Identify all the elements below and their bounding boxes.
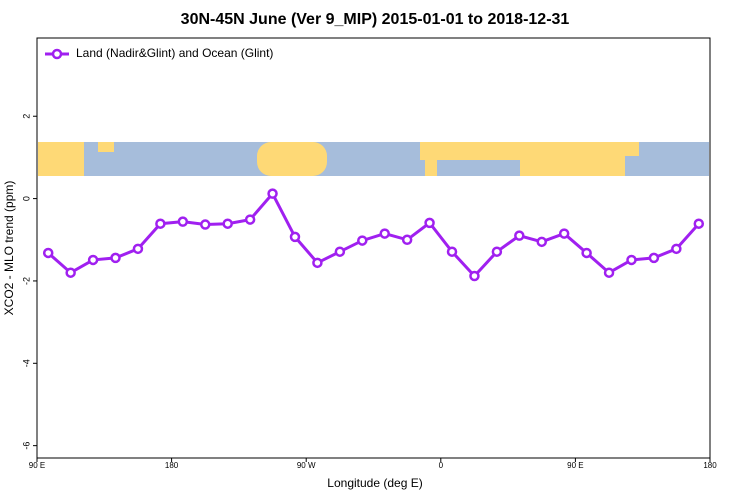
data-point bbox=[671, 243, 682, 255]
data-point bbox=[65, 267, 76, 278]
data-point bbox=[514, 230, 525, 241]
x-tick-label: 180 bbox=[165, 461, 179, 470]
x-tick-label: 0 bbox=[439, 461, 444, 470]
data-point bbox=[603, 267, 615, 278]
x-tick-label: 90 E bbox=[29, 461, 45, 470]
y-tick-label: 0 bbox=[21, 196, 31, 201]
data-point bbox=[200, 219, 211, 230]
plot-frame bbox=[36, 37, 711, 459]
data-point bbox=[558, 228, 570, 239]
data-point bbox=[379, 228, 390, 239]
data-point bbox=[693, 218, 705, 229]
data-point bbox=[491, 246, 503, 257]
data-point bbox=[357, 235, 368, 246]
series-line bbox=[47, 190, 700, 279]
data-point bbox=[110, 252, 121, 264]
data-point bbox=[312, 257, 323, 269]
legend-label: Land (Nadir&Glint) and Ocean (Glint) bbox=[76, 46, 273, 60]
map-band bbox=[38, 142, 709, 176]
data-point bbox=[581, 247, 592, 259]
y-axis-label: XCO2 - MLO trend (ppm) bbox=[2, 181, 16, 316]
data-point bbox=[155, 218, 166, 229]
data-point bbox=[42, 247, 54, 259]
data-point bbox=[446, 246, 458, 257]
data-point bbox=[648, 252, 660, 264]
y-tick-label: -2 bbox=[21, 277, 31, 285]
data-point bbox=[536, 236, 547, 248]
legend-marker bbox=[51, 48, 63, 60]
data-point bbox=[87, 254, 99, 266]
x-axis-label: Longitude (deg E) bbox=[327, 476, 422, 490]
data-point bbox=[289, 231, 301, 243]
x-tick-label: 90 W bbox=[297, 461, 316, 470]
data-point bbox=[177, 216, 189, 227]
x-tick-label: 180 bbox=[703, 461, 717, 470]
data-point bbox=[267, 188, 278, 199]
y-tick-label: -6 bbox=[21, 442, 31, 450]
data-point bbox=[222, 218, 233, 229]
y-tick-label: -4 bbox=[21, 359, 31, 367]
data-point bbox=[401, 234, 413, 246]
data-point bbox=[334, 246, 346, 257]
data-point bbox=[244, 214, 256, 225]
chart-title: 30N-45N June (Ver 9_MIP) 2015-01-01 to 2… bbox=[181, 11, 570, 28]
data-point bbox=[424, 217, 435, 229]
data-point bbox=[132, 243, 144, 255]
y-tick-label: 2 bbox=[21, 114, 31, 119]
data-point bbox=[626, 254, 637, 266]
data-point bbox=[469, 270, 480, 282]
x-tick-label: 90 E bbox=[567, 461, 583, 470]
